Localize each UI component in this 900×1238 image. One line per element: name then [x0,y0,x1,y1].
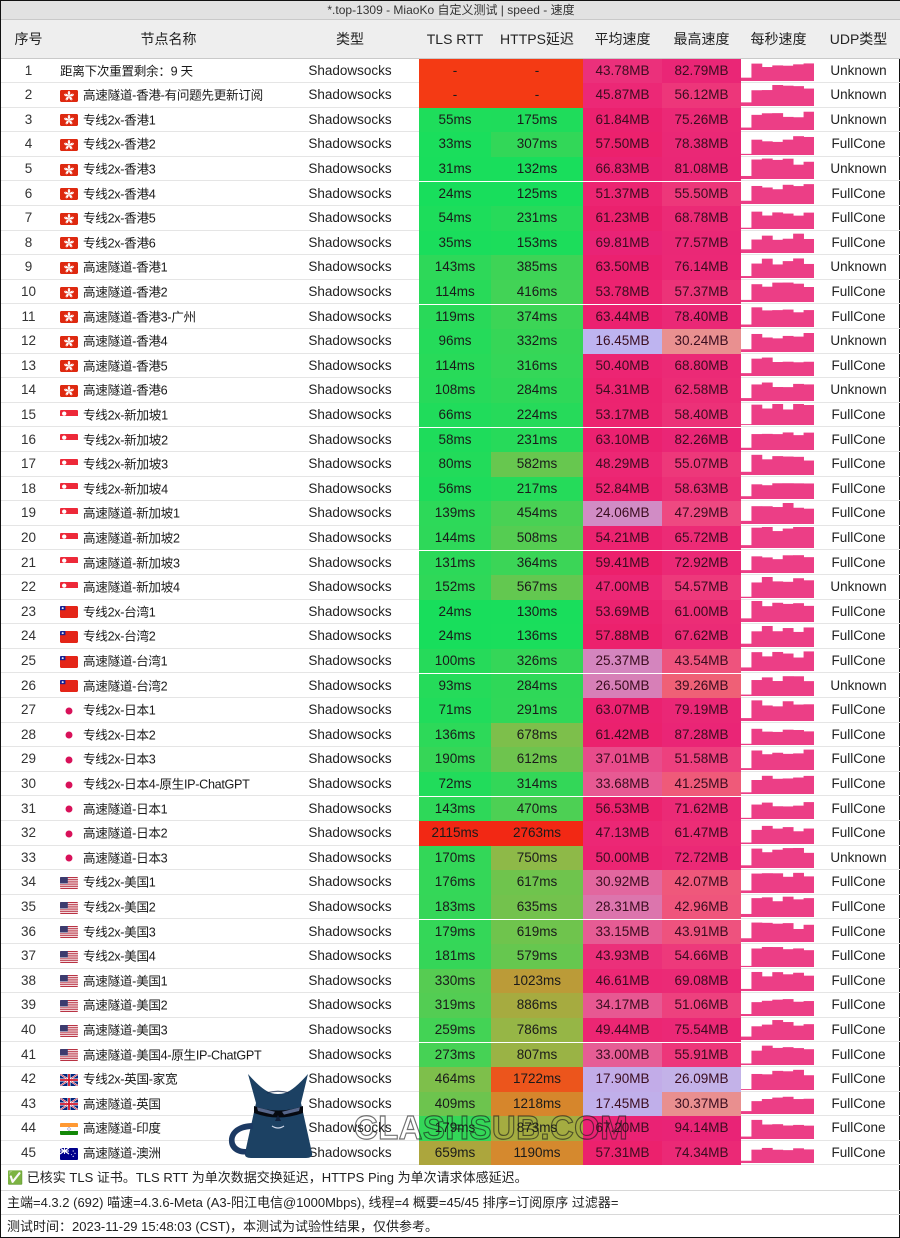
svg-text:CLASHSUB.COM: CLASHSUB.COM [354,1109,628,1146]
